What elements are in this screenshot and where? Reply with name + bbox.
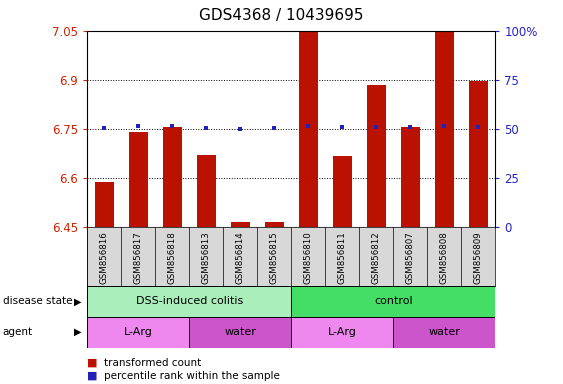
Text: GDS4368 / 10439695: GDS4368 / 10439695 [199,8,364,23]
Text: ■: ■ [87,358,98,368]
Bar [469,81,488,227]
Text: percentile rank within the sample: percentile rank within the sample [104,371,280,381]
Text: GSM856811: GSM856811 [338,231,347,284]
Bar [163,127,182,227]
Text: water: water [428,327,461,337]
Text: GSM856807: GSM856807 [406,231,415,284]
Text: GSM856812: GSM856812 [372,231,381,284]
Text: GSM856813: GSM856813 [202,231,211,284]
Bar [394,317,495,348]
Text: GSM856817: GSM856817 [134,231,143,284]
Text: transformed count: transformed count [104,358,202,368]
Bar [87,317,189,348]
Bar [189,317,292,348]
Text: ▶: ▶ [74,327,82,337]
Text: GSM856814: GSM856814 [236,231,245,284]
Text: control: control [374,296,413,306]
Bar [299,31,318,227]
Text: GSM856815: GSM856815 [270,231,279,284]
Text: DSS-induced colitis: DSS-induced colitis [136,296,243,306]
Text: GSM856818: GSM856818 [168,231,177,284]
Bar [231,222,249,227]
Bar [292,317,394,348]
Text: L-Arg: L-Arg [328,327,357,337]
Bar [401,127,420,227]
Bar [87,286,292,317]
Text: water: water [225,327,256,337]
Text: L-Arg: L-Arg [124,327,153,337]
Bar [129,132,148,227]
Text: GSM856808: GSM856808 [440,231,449,284]
Bar [435,32,454,227]
Text: GSM856816: GSM856816 [100,231,109,284]
Bar [95,182,114,227]
Text: GSM856810: GSM856810 [304,231,313,284]
Bar [333,156,352,227]
Bar [197,155,216,227]
Text: disease state: disease state [3,296,72,306]
Text: agent: agent [3,327,33,337]
Bar [367,84,386,227]
Text: GSM856809: GSM856809 [474,231,483,284]
Text: ▶: ▶ [74,296,82,306]
Text: ■: ■ [87,371,98,381]
Bar [292,286,495,317]
Bar [265,222,284,227]
